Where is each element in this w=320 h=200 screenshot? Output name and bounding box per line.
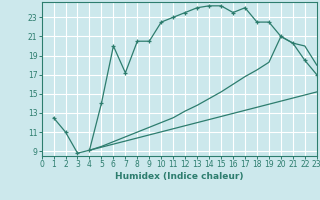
X-axis label: Humidex (Indice chaleur): Humidex (Indice chaleur)	[115, 172, 244, 181]
